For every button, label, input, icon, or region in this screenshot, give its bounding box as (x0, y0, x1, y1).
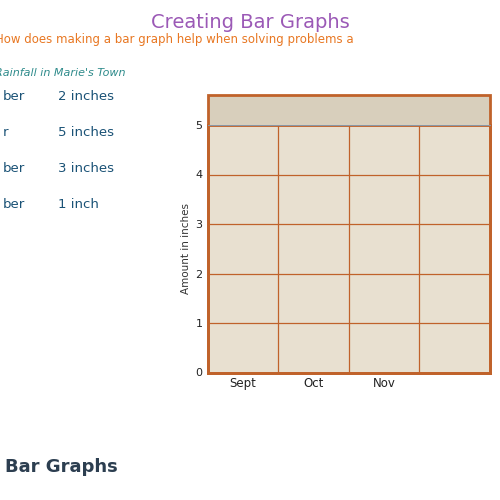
Text: 3 inches: 3 inches (58, 162, 114, 175)
Text: ber: ber (2, 162, 25, 175)
Text: 2 inches: 2 inches (58, 90, 114, 103)
Y-axis label: Amount in inches: Amount in inches (182, 203, 192, 294)
Text: ber: ber (2, 90, 25, 103)
Text: 1 inch: 1 inch (58, 198, 98, 211)
Text: 5 inches: 5 inches (58, 126, 114, 139)
Text: Bar Graphs: Bar Graphs (5, 458, 118, 475)
Text: r: r (2, 126, 8, 139)
Bar (208, 96, 490, 125)
Text: Creating Bar Graphs: Creating Bar Graphs (150, 12, 350, 32)
Text: How does making a bar graph help when solving problems a: How does making a bar graph help when so… (0, 32, 354, 46)
Text: ber: ber (2, 198, 25, 211)
Text: Rainfall in Marie's Town: Rainfall in Marie's Town (0, 68, 126, 78)
